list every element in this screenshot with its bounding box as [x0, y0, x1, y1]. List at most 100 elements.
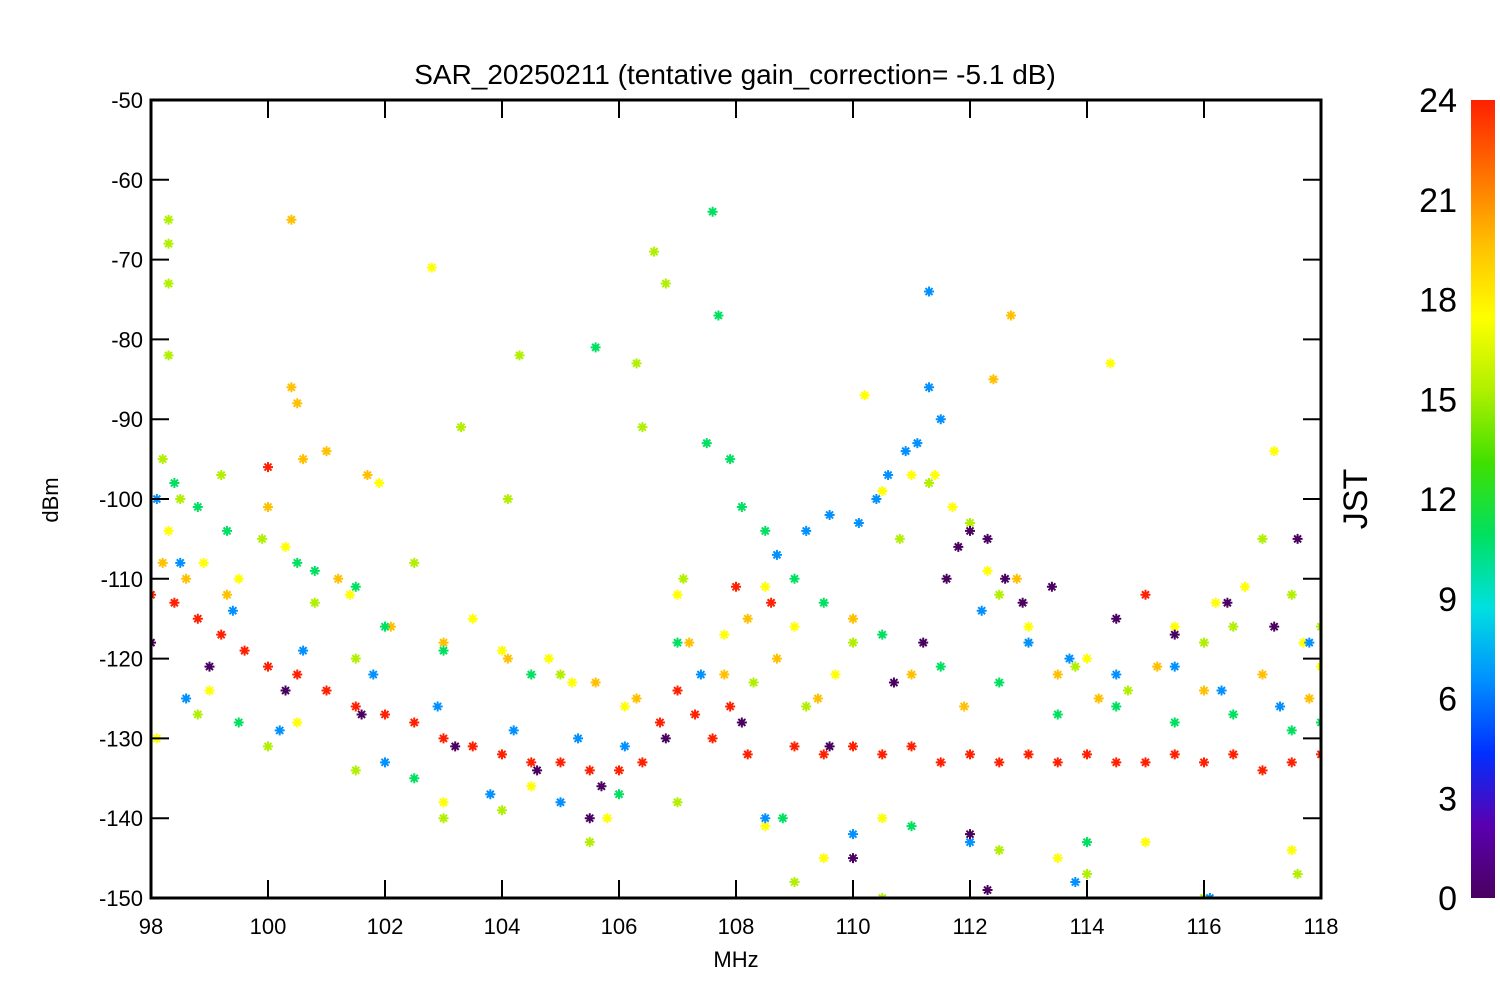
- data-point: [982, 533, 993, 544]
- data-point: [1070, 877, 1081, 888]
- data-point: [426, 262, 437, 273]
- data-point: [900, 446, 911, 457]
- colorbar-tick-label: 15: [1419, 381, 1457, 419]
- data-point: [1140, 757, 1151, 768]
- data-point: [1064, 653, 1075, 664]
- data-point: [760, 813, 771, 824]
- data-point: [719, 669, 730, 680]
- data-point: [263, 661, 273, 672]
- data-point: [216, 629, 227, 640]
- data-point: [935, 757, 946, 768]
- data-point: [192, 709, 203, 720]
- plot-frame: [149, 98, 1323, 900]
- y-tick-label: -90: [111, 407, 143, 432]
- data-point: [988, 374, 999, 385]
- data-point: [1011, 573, 1022, 584]
- data-point: [1111, 701, 1122, 712]
- data-point: [994, 845, 1005, 856]
- data-point: [1082, 837, 1092, 848]
- data-point: [1286, 589, 1297, 600]
- data-point: [1298, 637, 1309, 648]
- data-point: [157, 454, 168, 465]
- data-point: [848, 637, 858, 648]
- data-point: [830, 669, 841, 680]
- data-point: [848, 741, 858, 752]
- data-point: [1286, 845, 1297, 856]
- data-point: [204, 685, 215, 696]
- data-point: [450, 741, 461, 752]
- data-point: [1140, 837, 1151, 848]
- data-points: [151, 206, 1321, 898]
- y-axis-label: dBm: [38, 477, 63, 522]
- data-point: [935, 414, 946, 425]
- data-point: [789, 621, 800, 632]
- data-point: [812, 693, 823, 704]
- y-tick-label: -100: [99, 487, 143, 512]
- data-point: [497, 645, 507, 656]
- data-point: [619, 741, 630, 752]
- data-point: [596, 781, 607, 792]
- data-point: [438, 797, 449, 808]
- data-point: [1257, 669, 1268, 680]
- data-point: [356, 709, 367, 720]
- data-point: [309, 565, 320, 576]
- colorbar-tick-label: 21: [1419, 182, 1457, 220]
- data-point: [274, 725, 285, 736]
- data-point: [526, 757, 537, 768]
- data-point: [707, 733, 718, 744]
- data-point: [1082, 749, 1092, 760]
- data-point: [1169, 621, 1180, 632]
- data-point: [731, 581, 741, 592]
- data-point: [877, 486, 888, 497]
- data-point: [409, 773, 420, 784]
- data-point: [631, 693, 642, 704]
- data-point: [912, 438, 923, 449]
- data-point: [192, 613, 203, 624]
- data-point: [672, 797, 683, 808]
- data-point: [707, 206, 718, 217]
- data-point: [883, 470, 894, 481]
- data-point: [157, 557, 168, 568]
- data-point: [590, 342, 601, 353]
- data-point: [438, 637, 449, 648]
- data-point: [1111, 669, 1122, 680]
- data-point: [1228, 709, 1239, 720]
- data-point: [1152, 661, 1163, 672]
- data-point: [286, 382, 297, 393]
- data-point: [1052, 757, 1063, 768]
- colorbar-tick-label: 3: [1438, 780, 1457, 818]
- data-point: [1275, 701, 1286, 712]
- colorbar-tick-label: 9: [1438, 581, 1457, 619]
- data-point: [438, 645, 449, 656]
- data-point: [380, 757, 390, 768]
- data-point: [175, 494, 186, 504]
- data-point: [1023, 637, 1034, 648]
- data-point: [1046, 581, 1057, 592]
- data-point: [824, 741, 835, 752]
- data-point: [631, 358, 642, 369]
- data-point: [906, 669, 917, 680]
- x-tick-label: 108: [718, 914, 755, 939]
- data-point: [994, 677, 1005, 688]
- data-point: [543, 653, 554, 664]
- data-point: [982, 885, 993, 896]
- data-point: [309, 597, 320, 608]
- data-point: [684, 637, 695, 648]
- data-point: [181, 573, 192, 584]
- data-point: [169, 478, 180, 489]
- data-point: [801, 525, 812, 536]
- data-point: [906, 741, 917, 752]
- data-point: [280, 685, 291, 696]
- data-point: [965, 829, 975, 840]
- colorbar-tick-label: 0: [1438, 880, 1457, 918]
- data-point: [789, 573, 800, 584]
- data-point: [467, 613, 478, 624]
- data-point: [485, 789, 496, 800]
- data-point: [1052, 669, 1063, 680]
- y-tick-label: -120: [99, 647, 143, 672]
- data-point: [1093, 693, 1104, 704]
- data-point: [350, 581, 361, 592]
- colorbar: 0 3 6 9 12 15 18 21 24 JST: [1337, 82, 1495, 918]
- data-point: [1111, 757, 1122, 768]
- data-point: [1292, 869, 1303, 880]
